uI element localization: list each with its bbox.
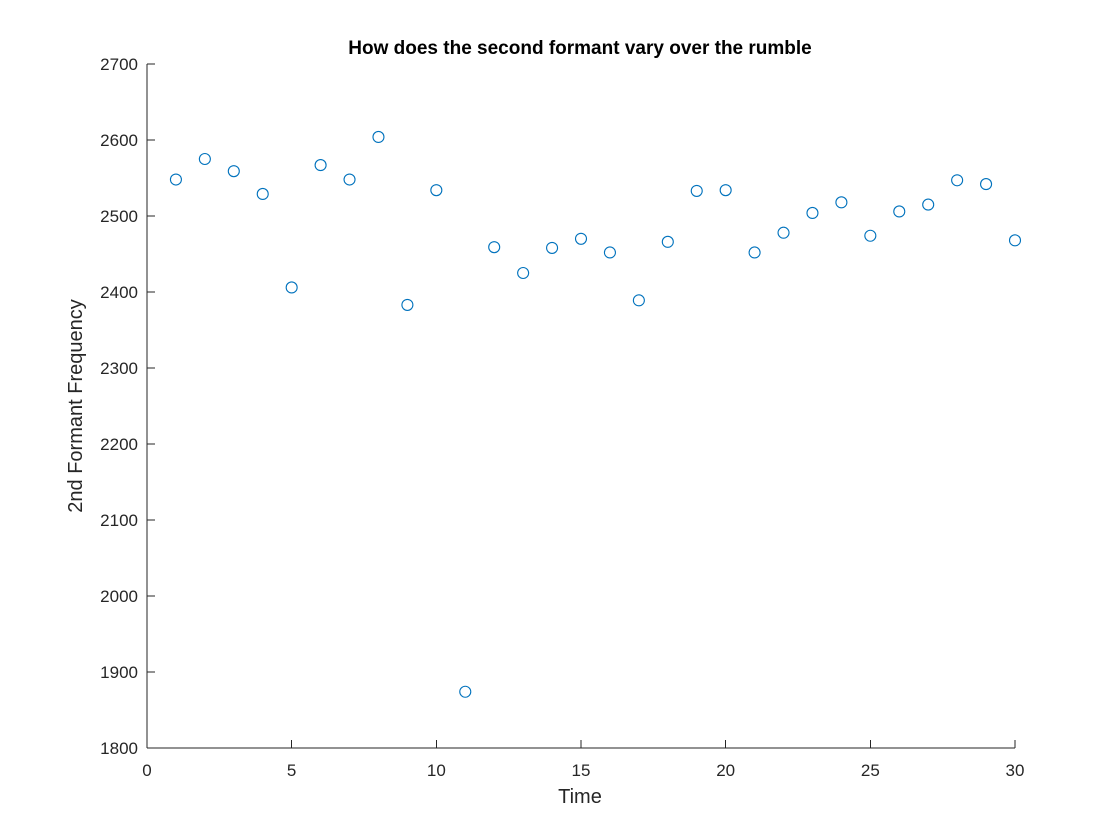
axes	[146, 64, 1015, 749]
x-axis-label: Time	[558, 786, 602, 808]
x-tick-label: 25	[861, 761, 880, 780]
data-point	[748, 246, 761, 259]
data-point	[198, 152, 211, 166]
x-axis-ticks: 0 5 10 15 20 25 30	[142, 740, 1024, 780]
x-tick-label: 10	[427, 761, 446, 780]
data-point	[690, 184, 703, 197]
y-tick-label: 2200	[100, 435, 138, 454]
x-tick-label: 20	[716, 761, 735, 780]
y-tick-label: 2500	[100, 207, 138, 226]
x-tick-label: 30	[1006, 761, 1025, 780]
data-point	[227, 165, 240, 178]
y-tick-label: 1800	[100, 739, 138, 758]
y-tick-label: 2700	[100, 55, 138, 74]
x-tick-label: 0	[142, 761, 151, 780]
data-point	[430, 184, 443, 197]
data-point	[980, 178, 993, 191]
data-point	[806, 206, 819, 220]
data-point	[719, 184, 732, 197]
data-point	[835, 196, 848, 209]
data-point	[603, 246, 616, 259]
y-axis-label: 2nd Formant Frequency	[65, 299, 87, 512]
y-axis-ticks: 1800 1900 2000 2100 2200 2300 2400 2500 2600 2700	[100, 55, 155, 758]
y-tick-label: 2600	[100, 131, 138, 150]
data-point	[169, 173, 182, 186]
data-point	[546, 241, 559, 254]
data-point	[314, 159, 327, 172]
data-point	[459, 685, 472, 698]
data-point	[864, 229, 877, 242]
data-point	[488, 241, 501, 254]
chart-title: How does the second formant vary over th…	[348, 38, 812, 59]
data-point	[922, 198, 935, 211]
y-tick-label: 2000	[100, 587, 138, 606]
data-point	[517, 266, 530, 280]
y-tick-label: 2400	[100, 283, 138, 302]
data-point	[401, 298, 414, 311]
data-points	[169, 130, 1022, 698]
x-tick-label: 5	[287, 761, 296, 780]
x-tick-label: 15	[572, 761, 591, 780]
data-point	[285, 281, 298, 294]
data-point	[777, 226, 790, 239]
y-tick-label: 2100	[100, 511, 138, 530]
data-point	[574, 232, 588, 245]
data-point	[372, 130, 385, 144]
data-point	[951, 174, 964, 187]
y-tick-label: 1900	[100, 663, 138, 682]
data-point	[661, 235, 674, 248]
y-tick-label: 2300	[100, 359, 138, 378]
data-point	[632, 294, 645, 307]
data-point	[1008, 234, 1022, 247]
data-point	[343, 173, 356, 186]
data-point	[256, 187, 269, 201]
data-point	[893, 205, 906, 218]
